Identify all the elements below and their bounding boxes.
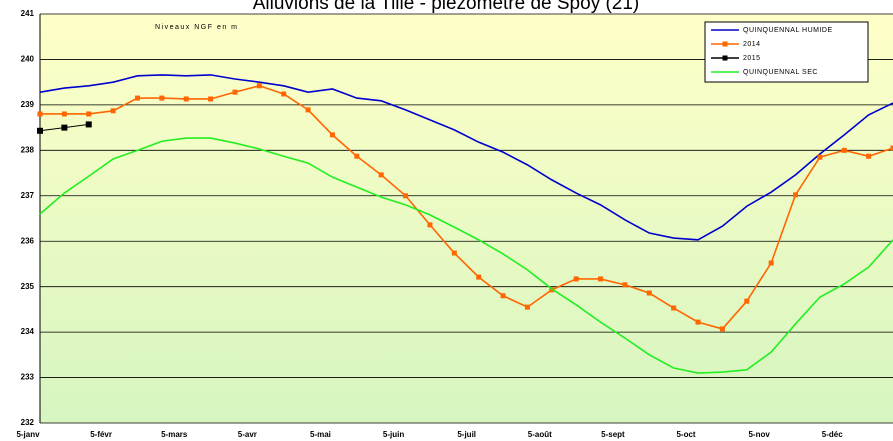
series-marker bbox=[719, 326, 725, 332]
series-marker bbox=[61, 124, 68, 131]
series-marker bbox=[695, 319, 701, 325]
series-marker bbox=[256, 83, 262, 89]
y-tick-label: 235 bbox=[21, 282, 35, 291]
series-marker bbox=[281, 91, 287, 97]
series-marker bbox=[524, 304, 530, 310]
y-tick-label: 241 bbox=[21, 9, 35, 18]
legend-label: QUINQUENNAL SEC bbox=[743, 69, 818, 76]
series-marker bbox=[841, 147, 847, 153]
series-marker bbox=[37, 111, 43, 117]
series-marker bbox=[37, 127, 43, 134]
legend-label: 2014 bbox=[743, 41, 761, 48]
series-marker bbox=[183, 96, 189, 102]
legend-label: 2015 bbox=[743, 55, 761, 62]
y-tick-label: 239 bbox=[21, 100, 35, 109]
series-marker bbox=[768, 260, 774, 266]
series-marker bbox=[744, 298, 750, 304]
series-marker bbox=[354, 153, 360, 159]
series-marker bbox=[159, 95, 165, 101]
x-tick-label: 5-juin bbox=[383, 430, 404, 439]
x-tick-label: 5-juil bbox=[457, 430, 476, 439]
x-tick-label: 5-sept bbox=[601, 430, 625, 439]
chart-subtitle: Niveaux NGF en m bbox=[155, 24, 239, 31]
y-tick-label: 232 bbox=[21, 418, 35, 427]
series-marker bbox=[573, 276, 579, 282]
x-tick-label: 5-mars bbox=[161, 430, 188, 439]
x-tick-label: 5-mai bbox=[310, 430, 331, 439]
y-tick-label: 233 bbox=[21, 373, 35, 382]
series-marker bbox=[110, 108, 116, 114]
x-tick-label: 5-août bbox=[528, 430, 552, 439]
y-tick-label: 236 bbox=[21, 236, 35, 245]
x-tick-label: 5-févr bbox=[90, 430, 112, 439]
series-marker bbox=[671, 305, 677, 311]
x-tick-label: 5-janv bbox=[16, 430, 40, 439]
x-tick-label: 5-nov bbox=[748, 430, 770, 439]
series-marker bbox=[85, 121, 92, 128]
series-marker bbox=[403, 193, 409, 199]
chart-title: Alluvions de la Tille - piézomètre de Sp… bbox=[253, 0, 640, 14]
series-marker bbox=[134, 95, 140, 101]
series-marker bbox=[476, 274, 482, 280]
series-marker bbox=[329, 132, 335, 138]
series-marker bbox=[378, 172, 384, 178]
series-marker bbox=[305, 107, 311, 113]
y-tick-label: 234 bbox=[21, 327, 35, 336]
x-tick-label: 5-avr bbox=[238, 430, 257, 439]
series-line bbox=[39, 137, 893, 374]
y-tick-label: 240 bbox=[21, 55, 35, 64]
y-tick-label: 238 bbox=[21, 145, 35, 154]
series-marker bbox=[890, 145, 893, 151]
series-marker bbox=[427, 222, 433, 228]
series-marker bbox=[61, 111, 67, 117]
series-marker bbox=[793, 192, 799, 198]
series-marker bbox=[500, 293, 506, 299]
series-marker bbox=[866, 153, 872, 159]
series-marker bbox=[598, 276, 604, 282]
series-marker bbox=[817, 154, 823, 160]
series-marker bbox=[208, 96, 214, 102]
series-marker bbox=[646, 290, 652, 296]
series-marker bbox=[86, 111, 92, 117]
x-tick-label: 5-oct bbox=[676, 430, 695, 439]
series-marker bbox=[232, 89, 238, 95]
series-line bbox=[39, 74, 893, 241]
legend-marker bbox=[722, 41, 728, 47]
series-marker bbox=[451, 250, 457, 256]
y-tick-label: 237 bbox=[21, 191, 35, 200]
legend-marker bbox=[722, 55, 728, 61]
legend-label: QUINQUENNAL HUMIDE bbox=[743, 27, 833, 34]
series-line bbox=[40, 84, 893, 330]
series-marker bbox=[622, 282, 628, 288]
x-tick-label: 5-déc bbox=[822, 430, 843, 439]
